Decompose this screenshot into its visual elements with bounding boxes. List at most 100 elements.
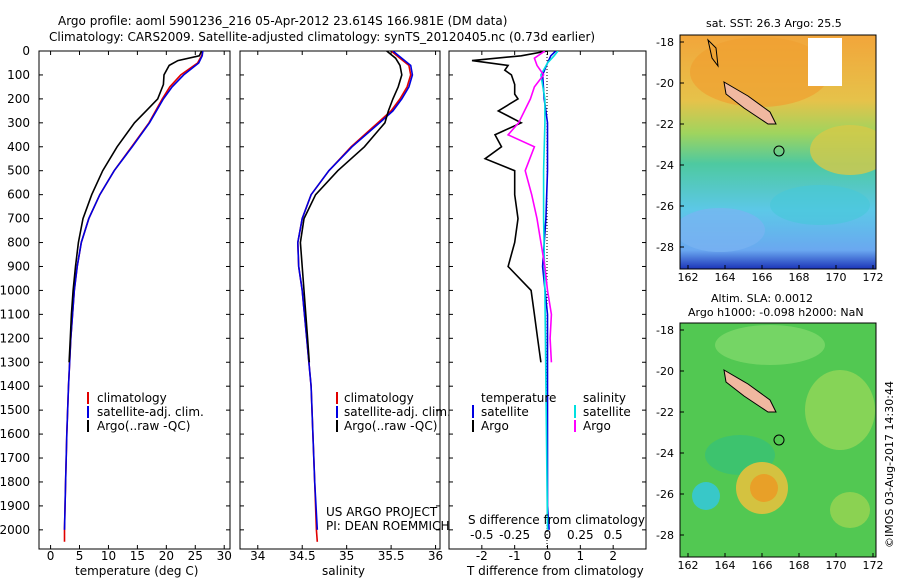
depth-tick-label: 900 (7, 259, 30, 273)
sst-map-frame (679, 34, 877, 270)
depth-tick-label: 100 (7, 68, 30, 82)
depth-tick-label: 1500 (0, 403, 30, 417)
depth-tick-label: 800 (7, 236, 30, 250)
map-y-tick-label: -24 (656, 159, 674, 172)
sla-island-new-caledonia (723, 369, 777, 413)
difference-legend: temperature salinity satellite Argo sate… (472, 391, 631, 433)
t-difference-x-label: T difference from climatology (466, 564, 644, 578)
s-tick-label: -0.5 (470, 528, 493, 542)
map-x-tick-label: 164 (715, 559, 736, 572)
x-tick-label: -2 (476, 549, 488, 563)
s-difference-x-label: S difference from climatology (468, 513, 645, 527)
depth-tick-label: 1200 (0, 331, 30, 345)
x-tick-label: 20 (159, 549, 174, 563)
sla-map-field (680, 323, 876, 557)
difference-x-ticks: -2 -1 0 1 2 -0.5 -0.25 0 0.25 0.5 (470, 51, 623, 563)
sst-map-field (680, 35, 876, 269)
map-x-tick-label: 166 (752, 271, 773, 284)
depth-axis: 0 100 200 300 400 500 600 700 800 900 1000 1100 1200… (0, 44, 646, 537)
depth-tick-label: 1600 (0, 427, 30, 441)
legend-label-satellite: satellite-adj. clim. (344, 405, 451, 419)
difference-profile-lines (471, 51, 559, 549)
x-tick-label: 36 (428, 549, 443, 563)
map-y-tick-label: -20 (656, 365, 674, 378)
depth-tick-label: 2000 (0, 523, 30, 537)
sst-cloud-mask (808, 38, 842, 86)
map-x-tick-label: 162 (678, 271, 699, 284)
map-y-tick-label: -28 (656, 529, 674, 542)
temperature-panel-frame (38, 50, 231, 550)
legend-label-climatology: climatology (97, 391, 167, 405)
sla-map-frame (679, 322, 877, 558)
depth-tick-label: 600 (7, 188, 30, 202)
credit-pi: PI: DEAN ROEMMICH (326, 519, 449, 533)
series-line-s-argo (506, 51, 553, 363)
map-y-tick-label: -22 (656, 406, 674, 419)
s-tick-label: 0.25 (567, 528, 594, 542)
depth-tick-label: 1900 (0, 499, 30, 513)
legend-label-s-satellite: satellite (583, 405, 631, 419)
map-y-tick-label: -26 (656, 488, 674, 501)
depth-tick-label: 0 (22, 44, 30, 58)
footer-credit: ©IMOS 03-Aug-2017 14:30:44 (883, 381, 896, 548)
sst-island-new-caledonia (723, 81, 777, 125)
legend-label-argo: Argo(..raw -QC) (97, 419, 190, 433)
map-x-tick-label: 168 (789, 271, 810, 284)
x-tick-label: 0 (47, 549, 55, 563)
legend-label-climatology: climatology (344, 391, 414, 405)
x-tick-label: 35 (339, 549, 354, 563)
series-line-satellite (296, 51, 414, 530)
legend-label-satellite: satellite-adj. clim. (97, 405, 204, 419)
series-line-argo (68, 51, 203, 363)
salinity-legend: climatology satellite-adj. clim. Argo(..… (326, 391, 451, 533)
sla-argo-position-marker (773, 434, 785, 446)
salinity-panel-frame (239, 50, 441, 550)
sla-map-title-2: Argo h1000: -0.098 h2000: NaN (688, 306, 864, 319)
legend-label-argo: Argo(..raw -QC) (344, 419, 437, 433)
depth-tick-label: 300 (7, 116, 30, 130)
map-x-tick-label: 162 (678, 559, 699, 572)
map-y-tick-label: -24 (656, 447, 674, 460)
depth-tick-label: 1100 (0, 307, 30, 321)
legend-title-temperature: temperature (481, 391, 556, 405)
map-y-tick-label: -18 (656, 324, 674, 337)
temperature-profile-lines (63, 51, 204, 542)
s-tick-label: 0 (544, 528, 552, 542)
depth-tick-label: 1800 (0, 475, 30, 489)
temperature-legend: climatology satellite-adj. clim. Argo(..… (87, 391, 204, 433)
depth-tick-label: 1000 (0, 283, 30, 297)
x-tick-label: 1 (577, 549, 585, 563)
depth-tick-label: 500 (7, 164, 30, 178)
x-tick-label: 35.5 (378, 549, 405, 563)
salinity-x-ticks: 34 34.5 35 35.5 36 (250, 51, 443, 563)
x-tick-label: -1 (509, 549, 521, 563)
series-line-s-satellite (540, 51, 559, 530)
x-tick-label: 30 (217, 549, 232, 563)
sla-map-title-1: Altim. SLA: 0.0012 (711, 292, 813, 305)
sst-argo-position-marker (773, 145, 785, 157)
map-x-tick-label: 170 (826, 271, 847, 284)
salinity-x-label: salinity (322, 564, 365, 578)
map-x-tick-label: 164 (715, 271, 736, 284)
map-y-tick-label: -22 (656, 118, 674, 131)
depth-tick-label: 200 (7, 92, 30, 106)
temperature-x-label: temperature (deg C) (75, 564, 198, 578)
x-tick-label: 25 (188, 549, 203, 563)
map-x-tick-label: 172 (863, 271, 884, 284)
map-x-tick-label: 170 (826, 559, 847, 572)
map-x-tick-label: 166 (752, 559, 773, 572)
x-tick-label: 15 (130, 549, 145, 563)
map-y-tick-label: -20 (656, 77, 674, 90)
legend-title-salinity: salinity (583, 391, 626, 405)
x-tick-label: 34 (250, 549, 265, 563)
sst-map-title: sat. SST: 26.3 Argo: 25.5 (706, 17, 842, 30)
legend-label-t-satellite: satellite (481, 405, 529, 419)
series-line-t-argo (471, 51, 548, 363)
s-tick-label: -0.25 (499, 528, 530, 542)
depth-tick-label: 1400 (0, 379, 30, 393)
series-line-satellite (63, 51, 204, 530)
sla-map-axes: 162 164 166 168 170 172 -18 -20 -22 -24 -26 -28 (656, 324, 883, 572)
temperature-x-ticks: 0 5 10 15 20 25 30 (47, 51, 232, 563)
depth-tick-label: 1700 (0, 451, 30, 465)
